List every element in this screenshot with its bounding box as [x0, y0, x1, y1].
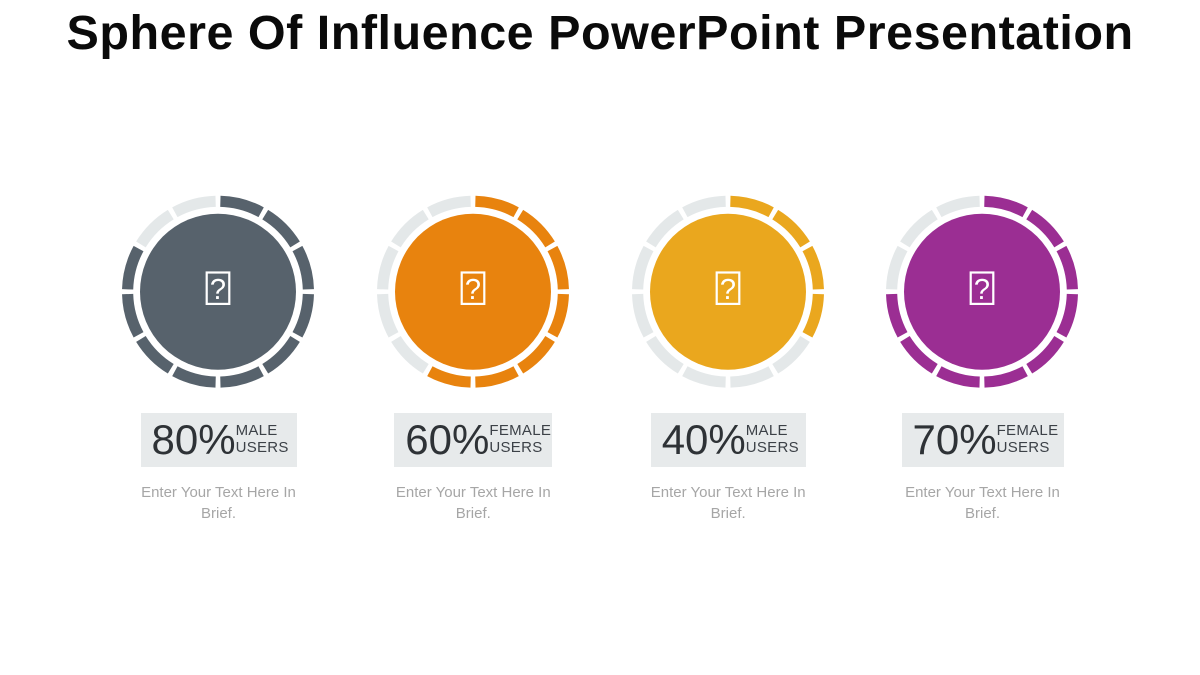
svg-text:?: ? [974, 274, 990, 306]
svg-text:?: ? [720, 274, 736, 306]
svg-text:?: ? [210, 274, 226, 306]
svg-text:?: ? [465, 274, 481, 306]
